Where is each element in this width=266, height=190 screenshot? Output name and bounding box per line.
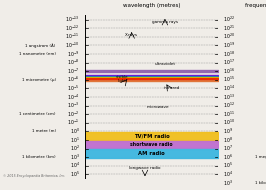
Text: $10^{-2}$: $10^{-2}$ bbox=[67, 109, 80, 119]
Text: longwave radio: longwave radio bbox=[129, 165, 161, 169]
Text: gamma rays: gamma rays bbox=[152, 20, 178, 24]
Text: $10^{21}$: $10^{21}$ bbox=[223, 23, 235, 33]
Text: 1 micrometre (μ): 1 micrometre (μ) bbox=[22, 78, 56, 82]
Text: $10^{16}$: $10^{16}$ bbox=[223, 66, 235, 76]
Text: $10^{7}$: $10^{7}$ bbox=[223, 144, 233, 153]
Text: 1 megacycle: 1 megacycle bbox=[255, 155, 266, 159]
Text: $10^{13}$: $10^{13}$ bbox=[223, 92, 235, 101]
Text: TV/FM radio: TV/FM radio bbox=[134, 134, 169, 139]
Text: microwave: microwave bbox=[147, 105, 169, 109]
Text: © 2015 Encyclopaedia Britannica, Inc.: © 2015 Encyclopaedia Britannica, Inc. bbox=[3, 174, 65, 178]
Text: $10^{-7}$: $10^{-7}$ bbox=[67, 66, 80, 76]
Text: $10^{-11}$: $10^{-11}$ bbox=[65, 32, 80, 41]
Text: $10^{17}$: $10^{17}$ bbox=[223, 58, 235, 67]
Text: X-rays: X-rays bbox=[125, 33, 138, 37]
Text: $10^{3}$: $10^{3}$ bbox=[70, 152, 80, 162]
Text: $10^{22}$: $10^{22}$ bbox=[223, 15, 235, 24]
Text: shortwave radio: shortwave radio bbox=[130, 142, 173, 147]
Text: $10^{5}$: $10^{5}$ bbox=[223, 161, 233, 170]
Text: AM radio: AM radio bbox=[138, 150, 165, 155]
Text: $10^{19}$: $10^{19}$ bbox=[223, 41, 235, 50]
Text: $10^{-13}$: $10^{-13}$ bbox=[65, 15, 80, 24]
Text: $10^{1}$: $10^{1}$ bbox=[70, 135, 80, 145]
Text: wavelength (metres): wavelength (metres) bbox=[123, 3, 180, 8]
Text: 1 kilometre (km): 1 kilometre (km) bbox=[22, 155, 56, 159]
Text: 1 nanometre (nm): 1 nanometre (nm) bbox=[19, 52, 56, 56]
Text: $10^{-10}$: $10^{-10}$ bbox=[65, 41, 80, 50]
Text: $10^{8}$: $10^{8}$ bbox=[223, 135, 233, 145]
Text: 1 metre (m): 1 metre (m) bbox=[32, 129, 56, 133]
Text: $10^{5}$: $10^{5}$ bbox=[70, 170, 80, 179]
Text: $10^{14}$: $10^{14}$ bbox=[223, 84, 235, 93]
Text: 1 centimetre (cm): 1 centimetre (cm) bbox=[19, 112, 56, 116]
Text: $10^{12}$: $10^{12}$ bbox=[223, 101, 235, 110]
Text: 1 angstrom (Å): 1 angstrom (Å) bbox=[26, 43, 56, 48]
Text: $10^{4}$: $10^{4}$ bbox=[223, 170, 234, 179]
Text: $10^{15}$: $10^{15}$ bbox=[223, 75, 235, 84]
Text: frequency (hertz): frequency (hertz) bbox=[245, 3, 266, 8]
Text: $10^{0}$: $10^{0}$ bbox=[70, 127, 80, 136]
Text: $10^{9}$: $10^{9}$ bbox=[223, 127, 233, 136]
Text: $10^{6}$: $10^{6}$ bbox=[223, 152, 233, 162]
Text: $10^{-9}$: $10^{-9}$ bbox=[67, 49, 80, 59]
Text: infrared: infrared bbox=[163, 86, 180, 90]
Text: 1 kilocycle: 1 kilocycle bbox=[255, 181, 266, 185]
Text: $10^{-3}$: $10^{-3}$ bbox=[67, 101, 80, 110]
Text: $10^{4}$: $10^{4}$ bbox=[70, 161, 80, 170]
Text: $10^{20}$: $10^{20}$ bbox=[223, 32, 235, 41]
Text: visible
light: visible light bbox=[116, 74, 128, 83]
Text: $10^{-5}$: $10^{-5}$ bbox=[67, 84, 80, 93]
Text: $10^{18}$: $10^{18}$ bbox=[223, 49, 235, 59]
Text: $10^{10}$: $10^{10}$ bbox=[223, 118, 235, 127]
Text: $10^{-8}$: $10^{-8}$ bbox=[67, 58, 80, 67]
Text: $10^{2}$: $10^{2}$ bbox=[70, 144, 80, 153]
Text: $10^{-1}$: $10^{-1}$ bbox=[67, 118, 80, 127]
Text: $10^{-12}$: $10^{-12}$ bbox=[65, 23, 80, 33]
Text: $10^{3}$: $10^{3}$ bbox=[223, 178, 233, 188]
Text: $10^{11}$: $10^{11}$ bbox=[223, 109, 235, 119]
Text: $10^{-4}$: $10^{-4}$ bbox=[67, 92, 80, 101]
Text: $10^{-6}$: $10^{-6}$ bbox=[67, 75, 80, 84]
Text: ultraviolet: ultraviolet bbox=[155, 62, 175, 66]
